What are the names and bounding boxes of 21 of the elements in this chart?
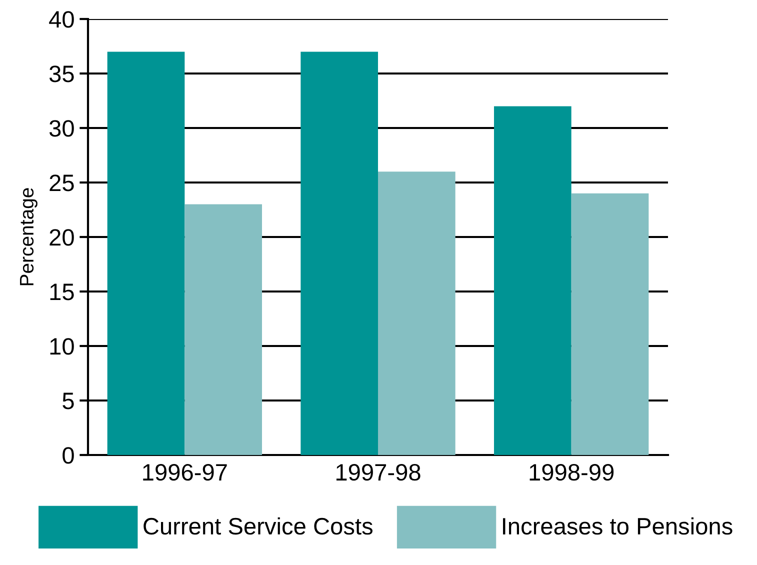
legend-label: Increases to Pensions	[503, 517, 732, 535]
y-tick-label: 5	[62, 392, 74, 410]
x-tick-label: 1997-98	[336, 464, 420, 481]
y-tick-label: 15	[50, 284, 74, 300]
bar	[378, 172, 456, 455]
y-axis-title: Percentage	[20, 188, 38, 286]
x-tick-label: 1998-99	[530, 464, 614, 481]
bar	[107, 52, 185, 455]
bar	[300, 52, 378, 455]
y-tick-label: 25	[50, 174, 74, 192]
y-tick-label: 20	[50, 229, 74, 246]
y-tick-label: 40	[49, 11, 74, 28]
bar	[184, 204, 262, 455]
legend-label: Current Service Costs	[144, 517, 372, 535]
y-tick-label: 30	[49, 120, 74, 137]
y-tick-label: 35	[49, 66, 74, 82]
bar	[571, 193, 649, 455]
y-tick-label: 10	[50, 338, 74, 355]
x-tick-label: 1996-97	[143, 464, 227, 481]
bar	[494, 106, 572, 455]
y-tick-label: 0	[62, 447, 74, 464]
